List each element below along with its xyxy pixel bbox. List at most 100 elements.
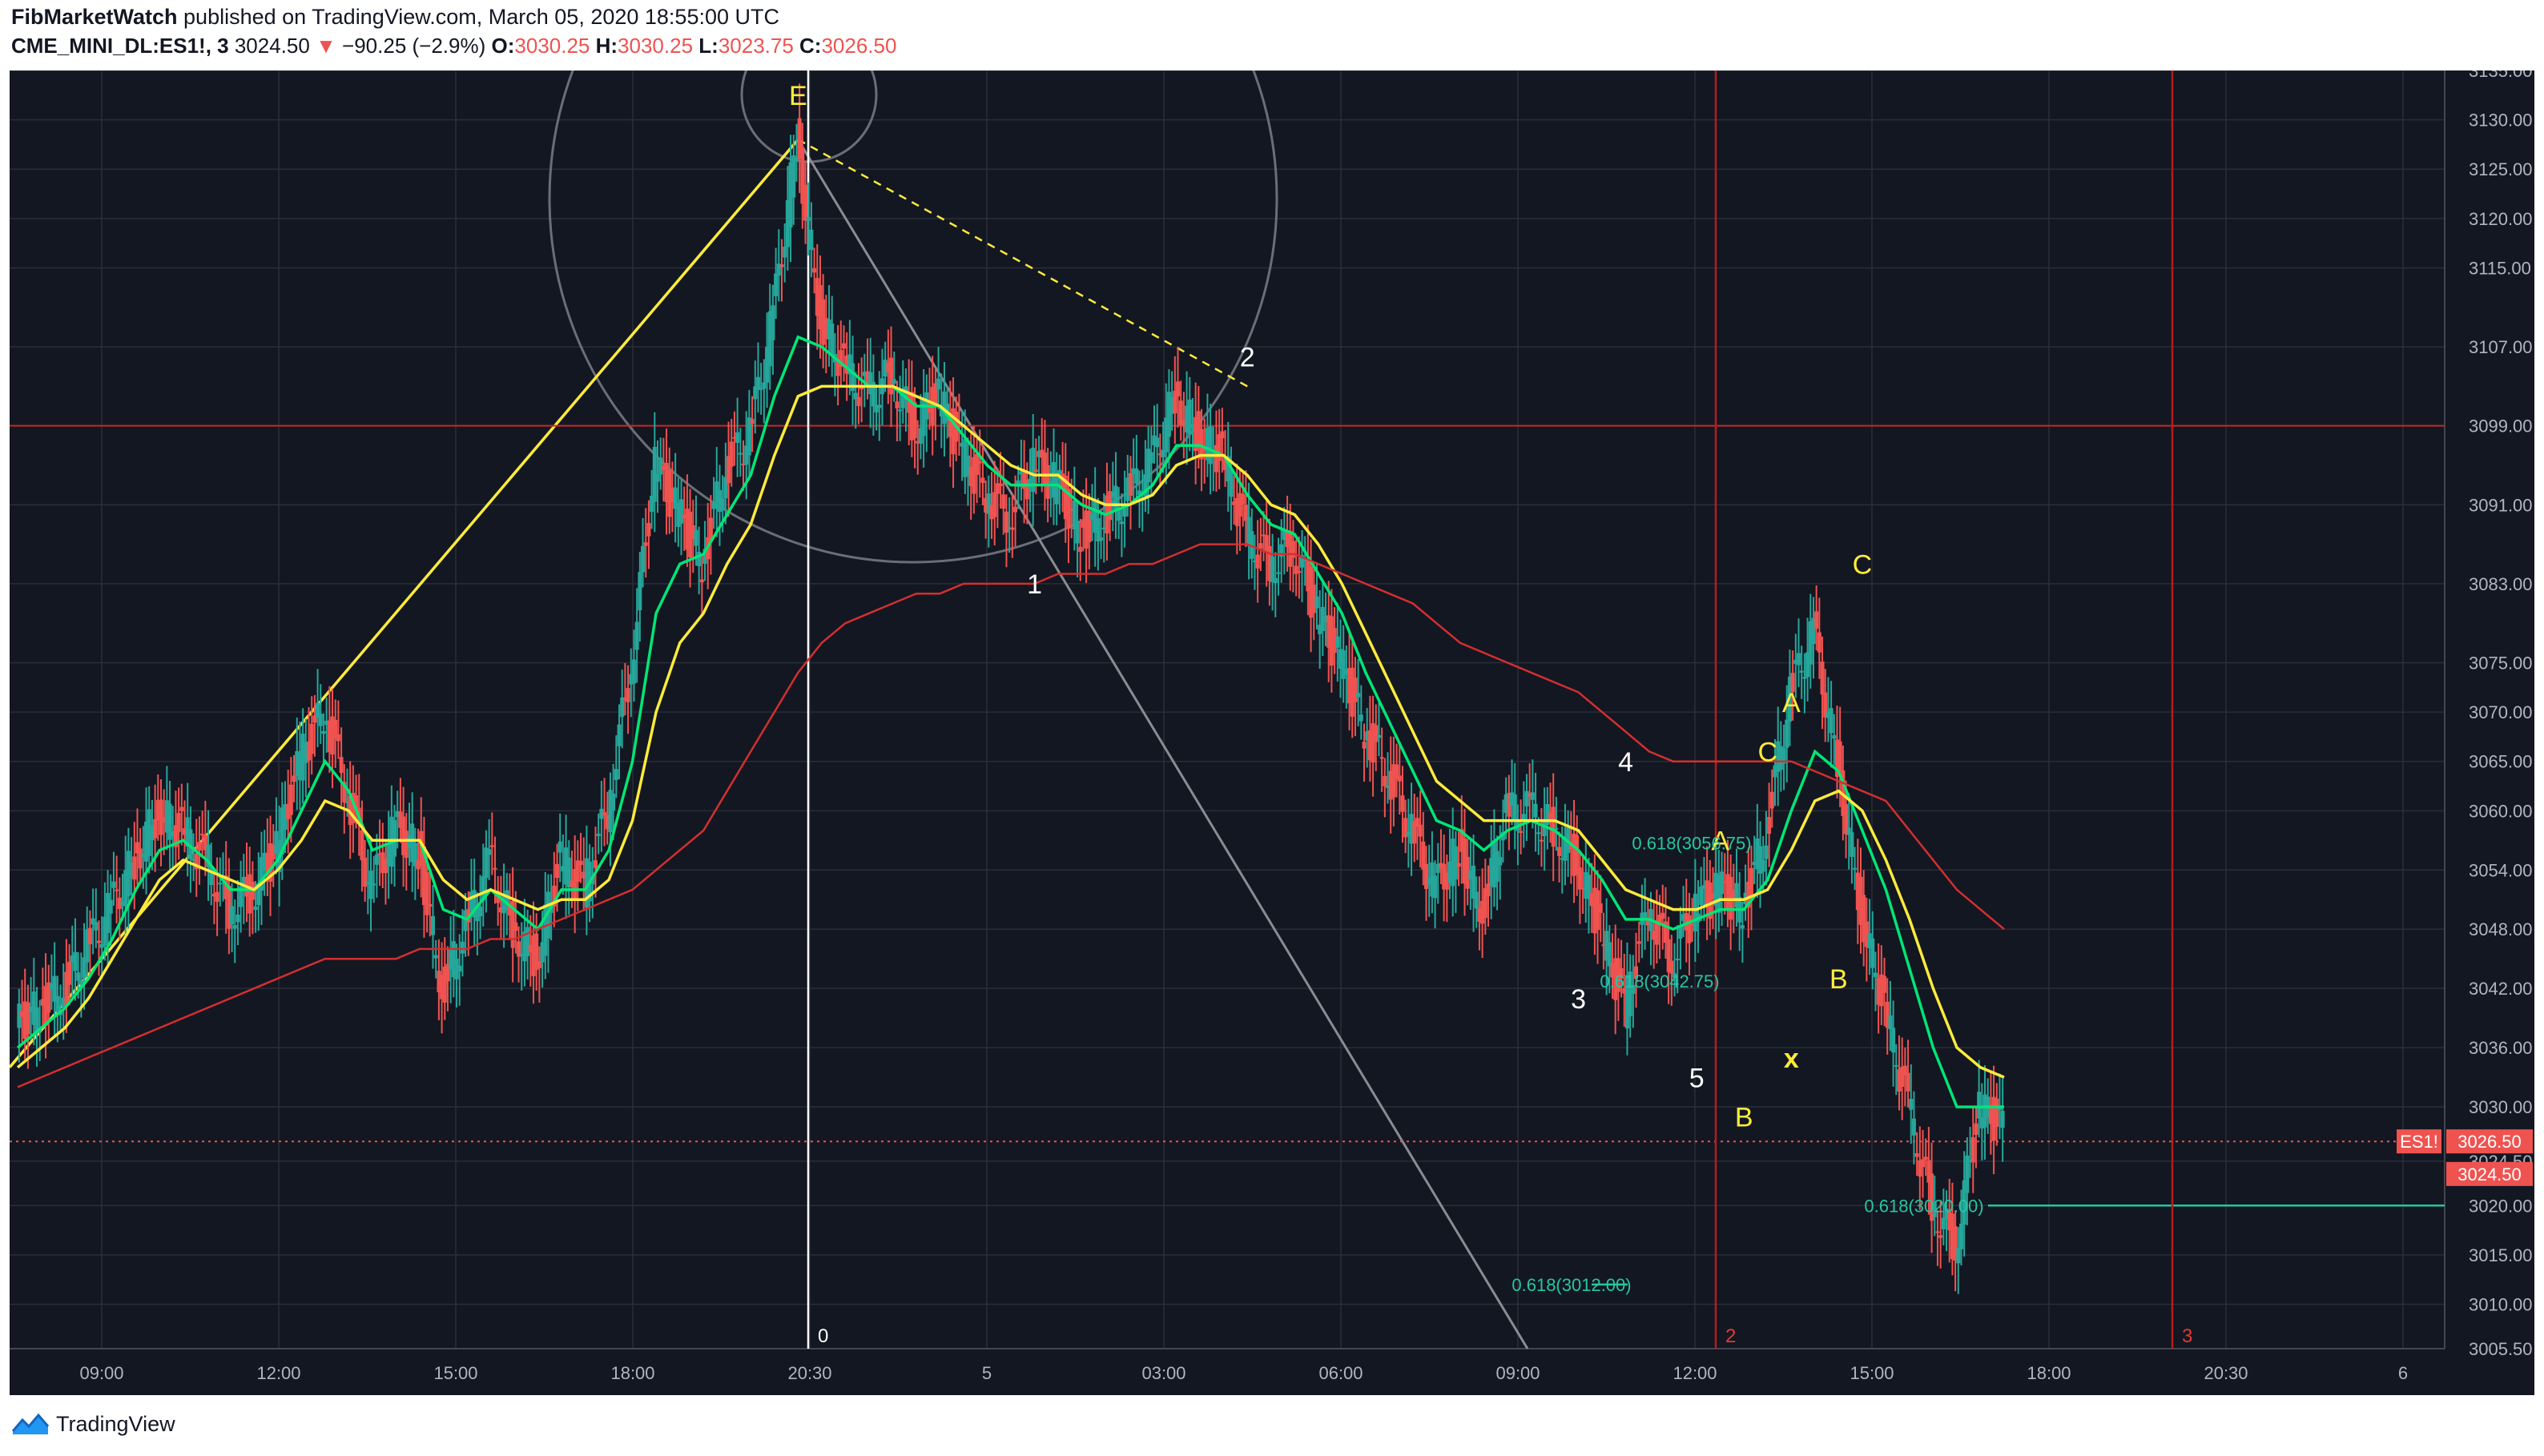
candle-body — [862, 372, 867, 376]
candle-body — [442, 967, 447, 1003]
candle-body — [534, 933, 539, 971]
tradingview-logo[interactable]: TradingView — [11, 1406, 175, 1442]
candle-body — [1453, 846, 1458, 880]
candle-body — [753, 386, 758, 400]
candle-body — [909, 392, 914, 440]
candle-body — [309, 723, 314, 754]
candle-body — [297, 750, 302, 781]
candle-body — [1439, 863, 1443, 869]
close-label: C: — [799, 34, 822, 58]
candle-body — [898, 409, 903, 412]
candle-body — [531, 935, 536, 976]
candle-body — [1781, 748, 1786, 764]
candle-body — [1194, 416, 1198, 452]
candle-body — [670, 487, 674, 502]
candle-body — [1891, 1028, 1896, 1053]
candle-body — [215, 891, 219, 902]
candle-body — [398, 811, 403, 828]
candle-body — [1229, 469, 1234, 497]
candle-body — [129, 862, 134, 879]
candle-body — [61, 997, 66, 1008]
candle-body — [1563, 836, 1568, 861]
candle-body — [43, 985, 48, 1024]
candle-body — [1846, 827, 1851, 835]
candle-body — [1176, 381, 1181, 397]
candle-body — [584, 858, 589, 908]
candle-body — [1290, 541, 1295, 558]
candle-body — [295, 751, 300, 777]
candle-body — [1169, 396, 1174, 414]
candle-body — [1634, 966, 1639, 979]
candle-body — [791, 155, 796, 198]
candle-body — [1093, 501, 1097, 533]
price-chart[interactable]: 3135.00 3130.00 3125.00 3120.00 3115.00 3107.… — [10, 70, 2534, 1395]
candle-body — [239, 886, 244, 907]
candle-body — [271, 844, 276, 860]
candle-body — [1769, 791, 1774, 809]
candle-body — [1110, 492, 1115, 497]
candle-body — [641, 545, 646, 573]
candle-body — [942, 391, 947, 424]
candle-body — [1657, 915, 1662, 926]
candle-body — [841, 343, 846, 349]
candle-body — [259, 857, 264, 891]
candle-body — [1882, 975, 1887, 993]
candle-body — [1850, 832, 1854, 858]
candle-body — [1250, 531, 1254, 559]
candle-body — [1477, 907, 1482, 923]
candle-body — [667, 470, 672, 517]
candle-body — [818, 284, 823, 330]
candle-body — [1631, 984, 1636, 994]
candle-body — [986, 493, 991, 514]
candle-body — [171, 831, 175, 837]
candle-body — [1391, 764, 1396, 798]
candle-body — [1181, 420, 1186, 427]
candle-body — [1276, 572, 1281, 574]
candle-body — [344, 801, 349, 803]
candle-body — [590, 877, 595, 885]
candle-body — [892, 379, 896, 384]
candle-body — [1909, 1099, 1914, 1110]
candle-body — [1805, 652, 1810, 678]
candle-body — [608, 790, 613, 833]
candle-body — [1613, 958, 1618, 1000]
candle-body — [230, 906, 235, 925]
candle-body — [433, 955, 438, 959]
candle-body — [1557, 847, 1562, 856]
candle-body — [1832, 734, 1837, 739]
wave-label: 4 — [1618, 747, 1633, 778]
y-tick-label: 3107.00 — [2469, 337, 2533, 357]
candle-body — [1146, 448, 1151, 483]
candle-body — [611, 794, 616, 811]
candle-body — [921, 398, 926, 436]
candle-body — [755, 376, 760, 390]
publisher-name[interactable]: FibMarketWatch — [11, 5, 178, 29]
candle-body — [1755, 838, 1760, 870]
candle-body — [759, 388, 763, 390]
candle-body — [868, 372, 873, 395]
candle-body — [1628, 971, 1632, 1016]
candle-body — [183, 828, 187, 835]
candle-body — [1128, 473, 1133, 496]
candle-body — [1421, 841, 1426, 870]
candle-body — [1054, 472, 1059, 505]
candle-body — [1282, 530, 1286, 541]
candle-body — [1802, 677, 1807, 679]
candle-body — [812, 268, 817, 273]
candle-body — [469, 891, 473, 911]
candle-body — [1720, 871, 1725, 895]
x-tick-label: 06:00 — [1318, 1363, 1363, 1383]
candle-body — [658, 457, 663, 475]
symbol-name[interactable]: CME_MINI_DL:ES1!, 3 — [11, 34, 229, 58]
candle-body — [1359, 714, 1363, 722]
candle-body — [392, 819, 397, 857]
candle-body — [975, 453, 980, 475]
y-tick-label: 3075.00 — [2469, 653, 2533, 673]
candle-body — [235, 914, 240, 923]
y-tick-label: 3060.00 — [2469, 801, 2533, 821]
candle-body — [1049, 481, 1053, 484]
candle-body — [1199, 428, 1204, 460]
candle-body — [1811, 617, 1816, 645]
candle-body — [374, 855, 379, 865]
candle-body — [1521, 814, 1526, 822]
